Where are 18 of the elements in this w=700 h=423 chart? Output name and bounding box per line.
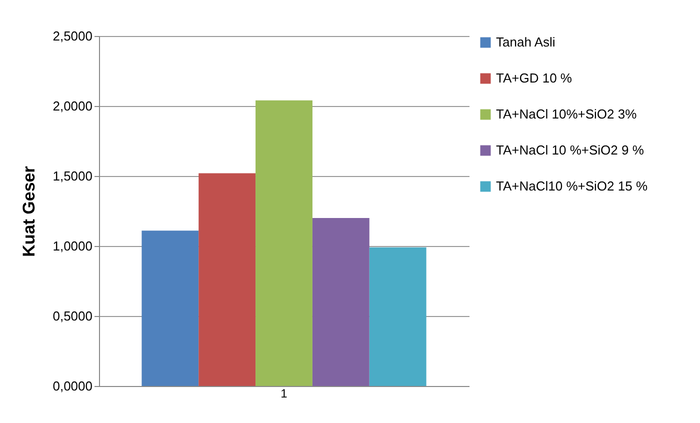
y-axis-title: Kuat Geser	[20, 166, 39, 257]
legend-label: TA+GD 10 %	[496, 70, 572, 86]
y-tick-label: 1,5000	[52, 168, 92, 184]
y-tick-label: 2,5000	[52, 28, 92, 44]
legend-label: TA+NaCl10 %+SiO2 15 %	[496, 178, 648, 194]
x-tick-label: 1	[280, 386, 288, 400]
y-tick-label: 1,0000	[52, 238, 92, 254]
legend-label: Tanah Asli	[496, 34, 556, 50]
bar	[198, 173, 256, 386]
bar	[312, 218, 370, 386]
legend-label: TA+NaCl 10 %+SiO2 9 %	[496, 142, 644, 158]
y-tick-label: 0,0000	[52, 378, 92, 394]
legend-label: TA+NaCl 10%+SiO2 3%	[496, 106, 638, 122]
y-tick-label: 2,0000	[52, 98, 92, 114]
bar	[256, 100, 312, 386]
bar	[369, 247, 426, 386]
bar	[142, 230, 199, 386]
y-tick-label: 0,5000	[52, 308, 92, 324]
